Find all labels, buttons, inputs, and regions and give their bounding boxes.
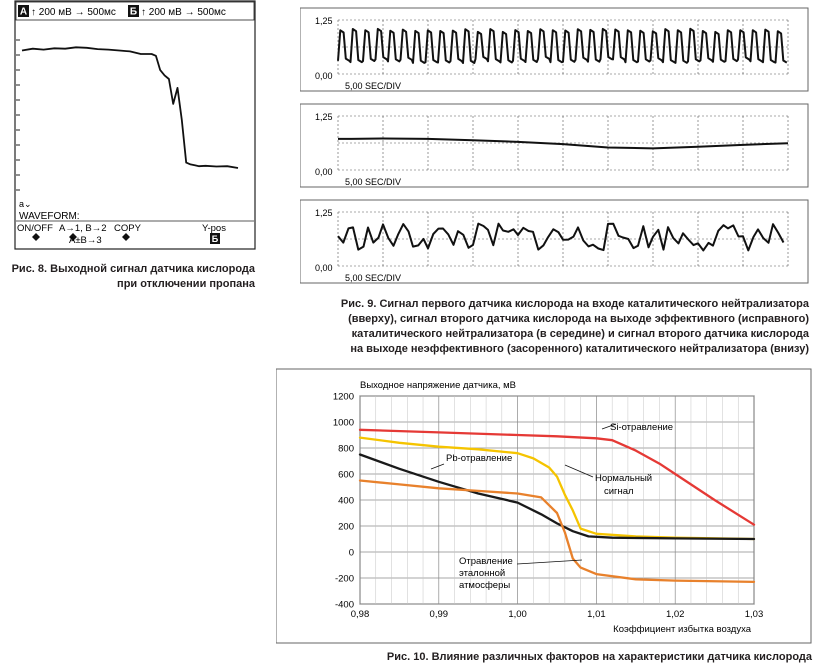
fig10-label-ref-l3: атмосферы bbox=[459, 580, 510, 591]
fig9-panel-bottom-timebase: 5,00 SEC/DIV bbox=[345, 273, 401, 283]
fig10-label-ref-l1: Отравление bbox=[459, 556, 513, 567]
fig9-panel-middle-trace bbox=[338, 137, 789, 150]
fig10-xtick-label: 0,99 bbox=[430, 609, 449, 620]
fig9-panel-middle-ytick-min: 0,00 bbox=[315, 167, 333, 177]
fig10-ytick-label: 400 bbox=[338, 496, 354, 507]
fig9-panel-bottom: 1,25 0,00 5,00 SEC/DIV bbox=[300, 199, 809, 284]
fig9-caption-line: (вверху), сигнал второго датчика кислоро… bbox=[348, 313, 809, 325]
fig10-xtick-label: 1,02 bbox=[666, 609, 685, 620]
fig10-label-ref-l2: эталонной bbox=[459, 568, 505, 579]
fig9-panel-middle-timebase: 5,00 SEC/DIV bbox=[345, 177, 401, 187]
fig8-menu-ypos: Y-pos bbox=[202, 223, 226, 234]
fig10-chart: 1200 1000 800 600 400 200 0 -200 -400 0,98 0,99 1,… bbox=[276, 368, 812, 644]
fig9-panel-top-timebase: 5,00 SEC/DIV bbox=[345, 81, 401, 91]
fig9-panel-bottom-ytick-max: 1,25 bbox=[315, 208, 333, 218]
fig8-menu-copy: COPY bbox=[114, 223, 142, 234]
fig10-ytick-label: -200 bbox=[335, 574, 354, 585]
fig8-channel-a-badge: A bbox=[20, 7, 27, 18]
fig10-label-si: Si-отравление bbox=[610, 422, 673, 433]
fig9-panel-bottom-ytick-min: 0,00 bbox=[315, 263, 333, 273]
fig10-y-axis: 1200 1000 800 600 400 200 0 -200 -400 bbox=[333, 392, 354, 611]
fig10-xtick-label: 1,00 bbox=[508, 609, 526, 620]
fig8-scope: A ↑ 200 мВ → 500мс Б ↑ 200 мВ → 500мс a⌄… bbox=[14, 0, 256, 250]
fig10-xtick-label: 1,01 bbox=[587, 609, 606, 620]
fig8-menu-ab: A→1, B→2 bbox=[59, 223, 107, 234]
fig10-x-axis-title: Коэффициент избытка воздуха bbox=[613, 624, 752, 635]
fig8-trace bbox=[21, 46, 239, 169]
fig10-series-line-2 bbox=[358, 453, 756, 541]
fig8-channel-b-badge-bg bbox=[128, 5, 139, 17]
fig10-ytick-label: 1200 bbox=[333, 392, 354, 403]
fig8-axis-ticks bbox=[16, 39, 20, 191]
fig8-scope-frame bbox=[14, 0, 256, 250]
fig8-softkey-4-badge-bg bbox=[210, 233, 220, 244]
fig9-panel-middle-grid bbox=[337, 115, 789, 171]
fig10-x-axis: 0,98 0,99 1,00 1,01 1,02 1,03 bbox=[351, 609, 764, 620]
fig8-softkey-2-icon bbox=[69, 233, 77, 241]
fig9-oscillograms: 1,25 0,00 5,00 SEC/DIV 1,25 0,00 5,00 SE… bbox=[300, 7, 809, 284]
fig10-series-line-0 bbox=[358, 428, 756, 526]
fig8-channel-b-scale: ↑ 200 мВ → 500мс bbox=[141, 7, 226, 18]
fig10-ytick-label: 200 bbox=[338, 522, 354, 533]
fig8-channel-a-badge-bg bbox=[18, 5, 29, 17]
fig10-y-axis-title: Выходное напряжение датчика, мВ bbox=[360, 380, 516, 391]
fig10-leader-pb bbox=[430, 463, 445, 470]
fig9-caption: Рис. 9. Сигнал первого датчика кислорода… bbox=[296, 297, 809, 357]
fig9-panel-top-ytick-min: 0,00 bbox=[315, 71, 333, 81]
fig9-caption-line: каталитического нейтрализатора (в середи… bbox=[351, 328, 809, 340]
fig10-ytick-label: -400 bbox=[335, 600, 354, 611]
fig9-panel-top: 1,25 0,00 5,00 SEC/DIV bbox=[300, 7, 809, 92]
fig10-series-line-1 bbox=[358, 436, 756, 541]
fig9-panel-top-grid bbox=[337, 19, 789, 75]
fig8-menu-sum: A±B→3 bbox=[69, 235, 102, 246]
fig8-caption-line2: при отключении пропана bbox=[117, 278, 255, 290]
fig8-cursor-marker: a⌄ bbox=[19, 199, 32, 209]
fig8-caption: Рис. 8. Выходной сигнал датчика кислород… bbox=[3, 262, 255, 292]
fig10-leader-si bbox=[601, 423, 617, 430]
fig10-label-pb: Pb-отравление bbox=[446, 453, 512, 464]
fig9-panel-top-ytick-max: 1,25 bbox=[315, 16, 333, 26]
fig8-softkey-3-icon bbox=[122, 233, 130, 241]
fig9-panel-top-trace bbox=[337, 27, 788, 64]
fig10-series-line-3 bbox=[358, 479, 756, 584]
fig9-panel-bottom-trace bbox=[337, 222, 785, 252]
fig10-leader-normal bbox=[564, 464, 594, 478]
fig10-leader-ref bbox=[516, 559, 583, 565]
fig9-panel-middle-ytick-max: 1,25 bbox=[315, 112, 333, 122]
fig10-grid bbox=[359, 395, 755, 605]
fig10-ytick-label: 600 bbox=[338, 470, 354, 481]
fig10-caption: Рис. 10. Влияние различных факторов на х… bbox=[386, 651, 812, 663]
fig8-menu-onoff: ON/OFF bbox=[17, 223, 53, 234]
fig9-caption-line: на выходе неэффективного (засоренного) к… bbox=[350, 343, 809, 355]
fig10-ytick-label: 1000 bbox=[333, 418, 354, 429]
fig8-channel-a-scale: ↑ 200 мВ → 500мс bbox=[31, 7, 116, 18]
fig8-channel-b-badge: Б bbox=[130, 7, 137, 18]
fig10-xtick-label: 1,03 bbox=[745, 609, 764, 620]
fig8-softkey-1-icon bbox=[32, 233, 40, 241]
fig10-label-normal-l2: сигнал bbox=[604, 486, 634, 497]
fig10-xtick-label: 0,98 bbox=[351, 609, 370, 620]
fig9-caption-line: Рис. 9. Сигнал первого датчика кислорода… bbox=[340, 298, 809, 310]
fig10-series-lines bbox=[358, 428, 756, 584]
fig10-frame bbox=[276, 368, 812, 644]
fig10-ytick-label: 800 bbox=[338, 444, 354, 455]
fig10-label-normal-l1: Нормальный bbox=[595, 473, 652, 484]
fig8-caption-line1: Рис. 8. Выходной сигнал датчика кислород… bbox=[11, 263, 255, 275]
fig9-panel-middle: 1,25 0,00 5,00 SEC/DIV bbox=[300, 103, 809, 188]
fig8-softkey-4-badge: Б bbox=[212, 234, 219, 244]
fig10-ytick-label: 0 bbox=[349, 548, 354, 559]
fig8-waveform-label: WAVEFORM: bbox=[19, 211, 80, 222]
